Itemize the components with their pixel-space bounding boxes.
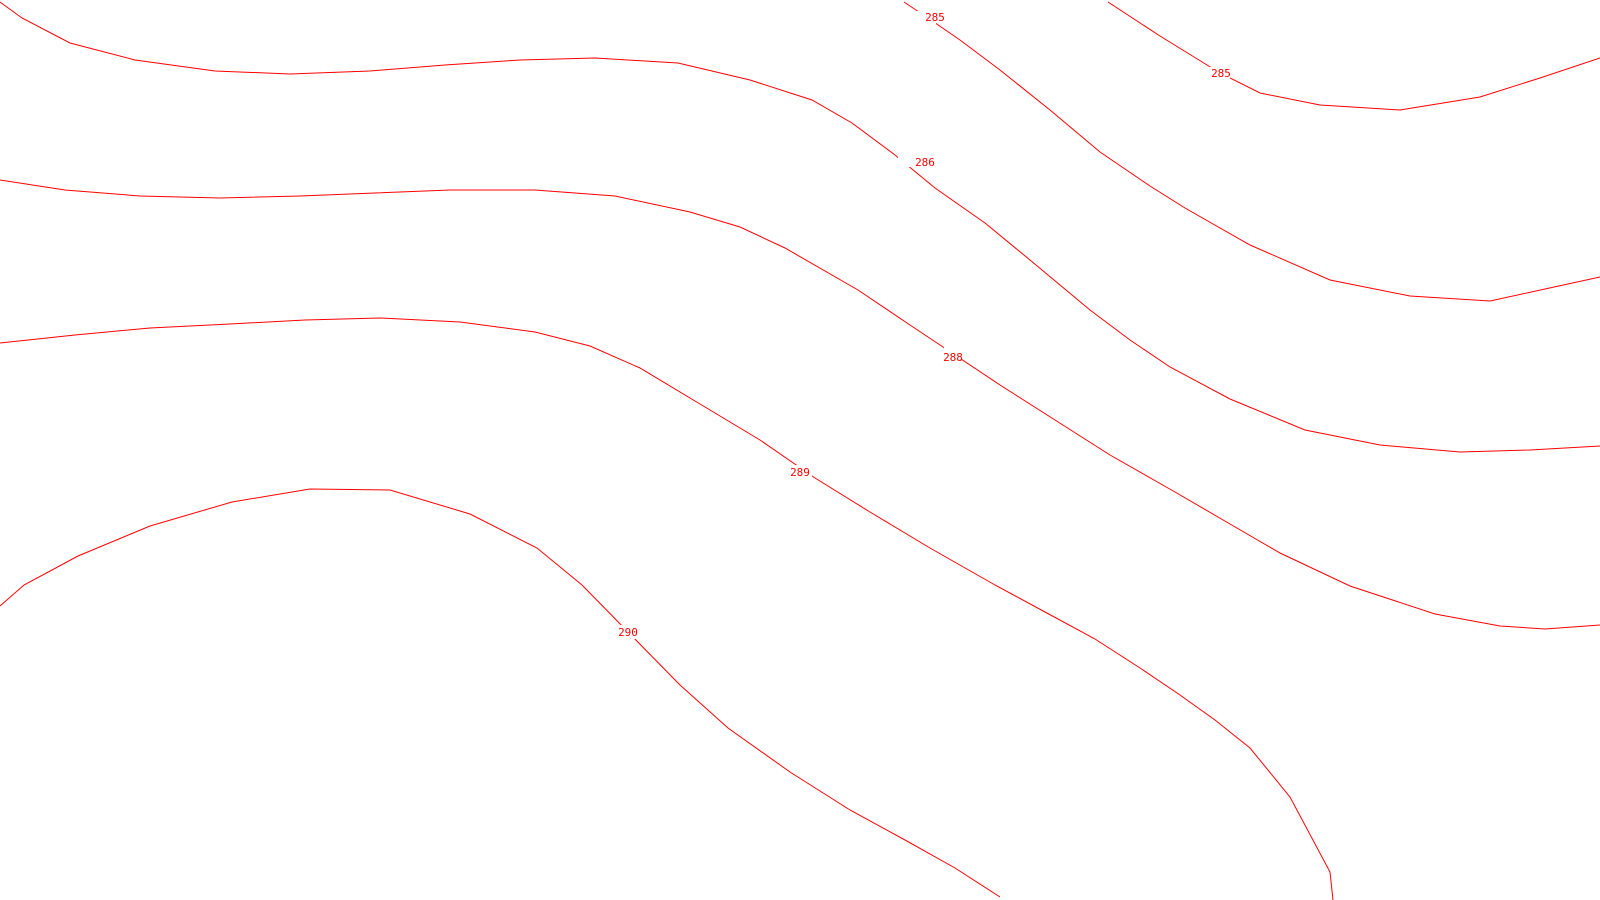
contour-line-289 [0,317,1334,900]
contour-line-290 [0,488,1001,898]
contour-label-285b: 285 [1211,67,1231,80]
contour-287: 288 [0,179,1600,630]
contour-line-top-right [1107,1,1600,111]
contour-285: 285 [903,1,1600,302]
contour-label-288: 288 [943,351,963,364]
contour-290: 290 [0,488,1001,898]
contour-label-289: 289 [790,466,810,479]
contour-line-287 [0,179,1600,630]
contour-line-286 [0,1,1600,453]
contour-289: 289 [0,317,1334,900]
contour-line-285 [903,1,1600,302]
contour-top-right: 285 [1107,1,1600,111]
contour-label-290: 290 [618,626,638,639]
contour-label-286: 286 [915,156,935,169]
contour-label-285: 285 [925,11,945,24]
contour-286: 286 [0,1,1600,453]
